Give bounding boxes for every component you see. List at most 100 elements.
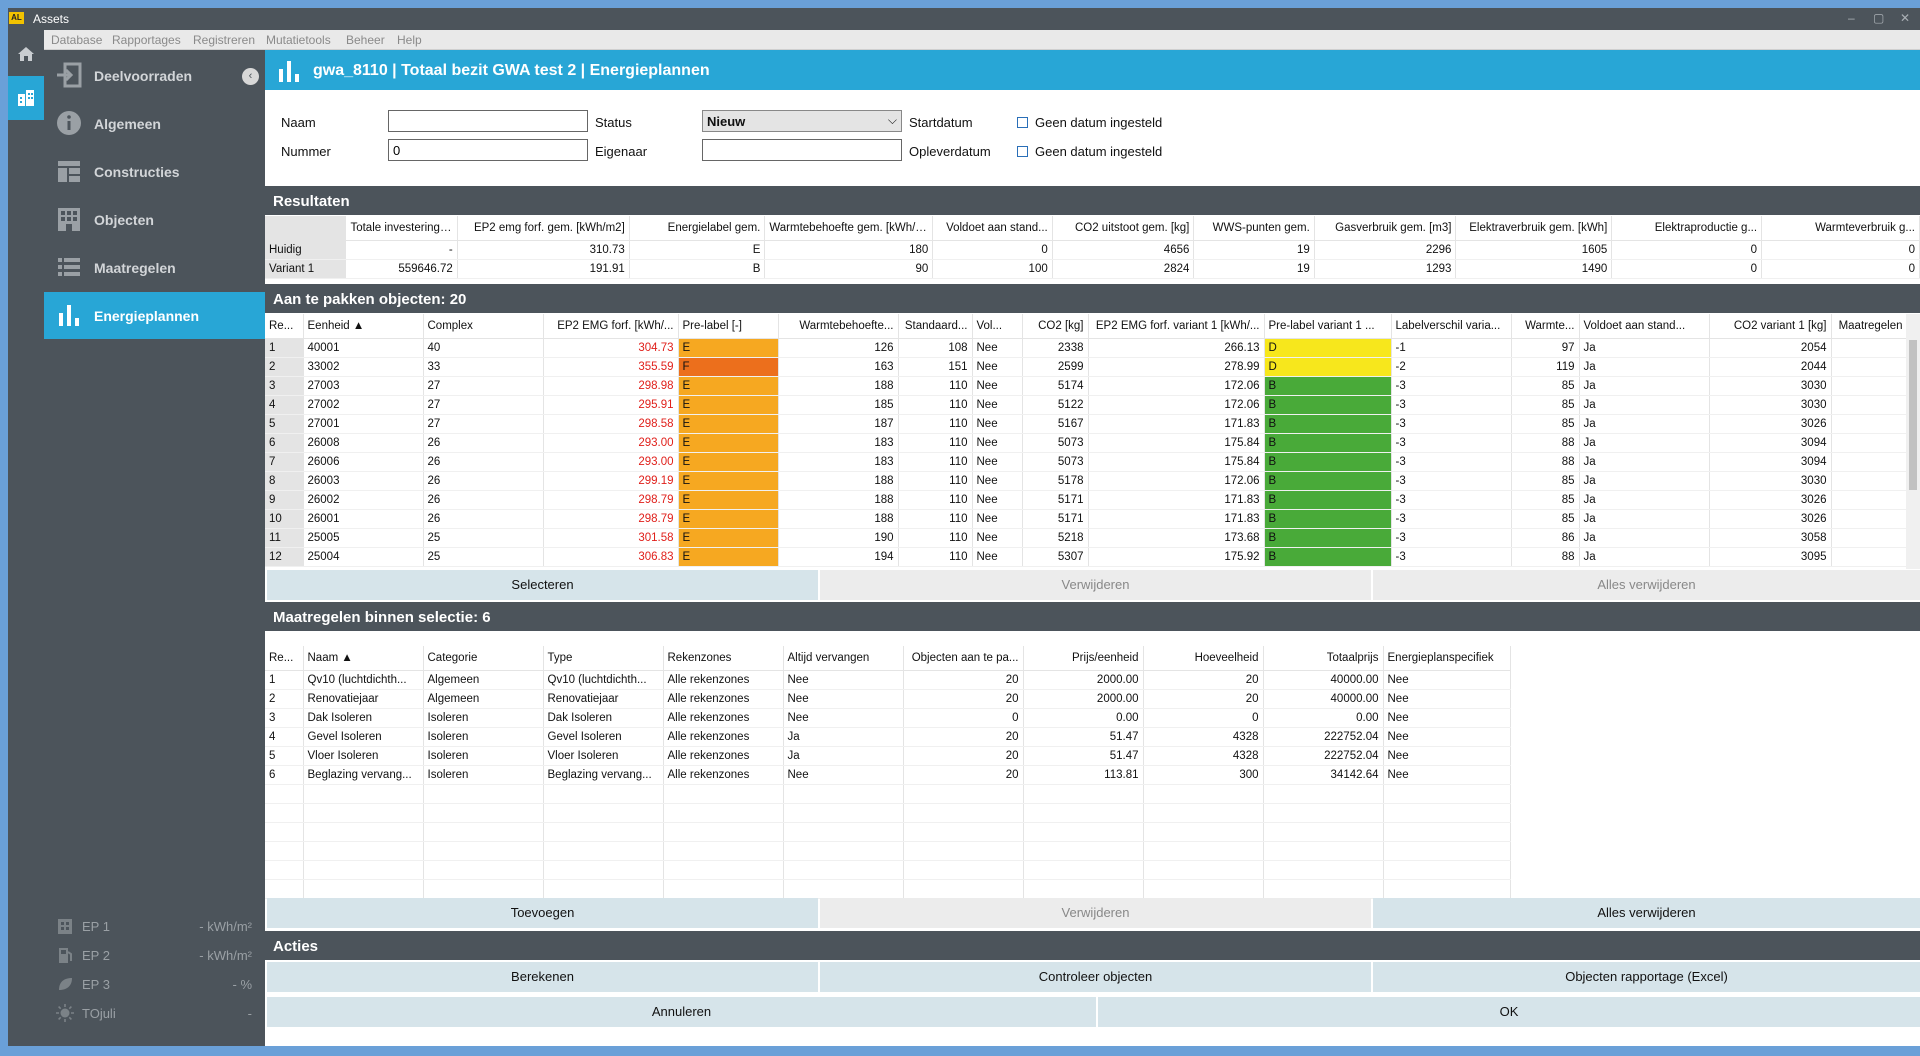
menu-registreren[interactable]: Registreren — [193, 33, 256, 47]
table-row[interactable]: 6 26008 26 293.00 E 183 110 Nee 5073 175.84 B -3 88 J… — [265, 433, 1906, 453]
column-header[interactable]: Energielabel gem. — [629, 216, 766, 241]
nav-algemeen[interactable]: Algemeen — [44, 100, 265, 147]
column-header[interactable]: CO2 uitstoot gem. [kg] — [1052, 216, 1195, 241]
menu-database[interactable]: Database — [51, 33, 103, 47]
nav-deelvoorraden[interactable]: Deelvoorraden ‹ — [44, 52, 265, 99]
table-row[interactable]: 5 27001 27 298.58 E 187 110 Nee 5167 171.83 B -3 85 J… — [265, 414, 1906, 434]
column-header[interactable]: Voldoet aan stand... — [1579, 314, 1710, 339]
table-row[interactable]: 1 40001 40 304.73 E 126 108 Nee 2338 266.13 D -1 97 J… — [265, 338, 1906, 358]
ok-button[interactable]: OK — [1098, 997, 1920, 1027]
column-header[interactable]: Categorie — [423, 646, 544, 671]
collapse-sidebar-button[interactable]: ‹ — [242, 68, 259, 85]
eigenaar-input[interactable] — [702, 139, 902, 161]
column-header[interactable]: Prijs/eenheid — [1023, 646, 1144, 671]
column-header[interactable]: Rekenzones — [663, 646, 784, 671]
close-button[interactable]: ✕ — [1900, 11, 1911, 25]
column-header[interactable]: EP2 EMG forf. [kWh/... — [543, 314, 679, 339]
column-header[interactable]: Maatregelen (aant... — [1831, 314, 1906, 339]
remove-measure-button[interactable]: Verwijderen — [820, 898, 1371, 928]
calculate-button[interactable]: Berekenen — [267, 962, 818, 992]
column-header[interactable]: CO2 variant 1 [kg] — [1709, 314, 1832, 339]
column-header[interactable]: Elektraverbruik gem. [kWh] — [1455, 216, 1613, 241]
column-header[interactable]: EP2 EMG forf. variant 1 [kWh/... — [1088, 314, 1265, 339]
table-cell: 298.98 — [543, 376, 679, 396]
table-row[interactable]: 7 26006 26 293.00 E 183 110 Nee 5073 175.84 B -3 88 J… — [265, 452, 1906, 472]
column-header[interactable]: WWS-punten gem. — [1193, 216, 1315, 241]
table-row[interactable]: 5 Vloer Isoleren Isoleren Vloer Isoleren All… — [265, 746, 1511, 766]
home-button[interactable] — [8, 32, 44, 76]
column-header[interactable]: Hoeveelheid — [1143, 646, 1264, 671]
column-header[interactable]: Pre-label [-] — [678, 314, 779, 339]
table-row[interactable]: 1 Qv10 (luchtdichth... Algemeen Qv10 (lucht… — [265, 670, 1511, 690]
remove-all-measures-button[interactable]: Alles verwijderen — [1373, 898, 1920, 928]
add-measure-button[interactable]: Toevoegen — [267, 898, 818, 928]
column-header[interactable]: Complex — [423, 314, 544, 339]
check-objects-button[interactable]: Controleer objecten — [820, 962, 1371, 992]
column-header[interactable]: Pre-label variant 1 ... — [1264, 314, 1392, 339]
column-header[interactable]: Naam ▲ — [303, 646, 424, 671]
column-header[interactable] — [265, 216, 347, 241]
maatregelen-table[interactable]: Re... Naam ▲ Categorie Type Rekenzones Altijd… — [265, 646, 1920, 922]
select-objects-button[interactable]: Selecteren — [267, 570, 818, 600]
column-header[interactable]: Vol... — [972, 314, 1023, 339]
table-row[interactable]: 4 27002 27 295.91 E 185 110 Nee 5122 172.06 B -3 85 J… — [265, 395, 1906, 415]
assets-button[interactable] — [8, 76, 44, 120]
cancel-button[interactable]: Annuleren — [267, 997, 1096, 1027]
table-row[interactable]: 2 Renovatiejaar Algemeen Renovatiejaar Alle … — [265, 689, 1511, 709]
table-row[interactable]: 4 Gevel Isoleren Isoleren Gevel Isoleren All… — [265, 727, 1511, 747]
table-row[interactable]: 9 26002 26 298.79 E 188 110 Nee 5171 171.83 B -3 85 J… — [265, 490, 1906, 510]
table-row[interactable]: 10 26001 26 298.79 E 188 110 Nee 5171 171.83 B -3 85… — [265, 509, 1906, 529]
nav-objecten[interactable]: Objecten — [44, 196, 265, 243]
column-header[interactable]: Gasverbruik gem. [m3] — [1314, 216, 1457, 241]
column-header[interactable]: Altijd vervangen — [783, 646, 904, 671]
column-header[interactable]: Warmte... — [1511, 314, 1580, 339]
nav-constructies[interactable]: Constructies — [44, 148, 265, 195]
energy-label-cell: B — [1264, 414, 1392, 434]
column-header[interactable]: Elektraproductie g... — [1611, 216, 1763, 241]
menu-beheer[interactable]: Beheer — [346, 33, 385, 47]
table-row[interactable]: 12 25004 25 306.83 E 194 110 Nee 5307 175.92 B -3 88… — [265, 547, 1906, 567]
column-header[interactable]: Totaalprijs — [1263, 646, 1384, 671]
table-row[interactable]: 3 27003 27 298.98 E 188 110 Nee 5174 172.06 B -3 85 J… — [265, 376, 1906, 396]
table-row[interactable]: 11 25005 25 301.58 E 190 110 Nee 5218 173.68 B -3 86… — [265, 528, 1906, 548]
menu-help[interactable]: Help — [397, 33, 422, 47]
column-header[interactable]: Warmteverbruik g... — [1761, 216, 1920, 241]
remove-objects-button[interactable]: Verwijderen — [820, 570, 1371, 600]
menu-rapportages[interactable]: Rapportages — [112, 33, 181, 47]
objecten-table[interactable]: Re... Eenheid ▲ Complex EP2 EMG forf. [kWh/… — [265, 314, 1906, 569]
column-header[interactable]: Re... — [265, 646, 304, 671]
table-cell: 26002 — [303, 490, 424, 510]
opleverdatum-checkbox[interactable] — [1017, 146, 1028, 157]
column-header[interactable]: Eenheid ▲ — [303, 314, 424, 339]
startdatum-checkbox[interactable] — [1017, 117, 1028, 128]
table-row[interactable]: 2 33002 33 355.59 F 163 151 Nee 2599 278.99 D -2 119… — [265, 357, 1906, 377]
column-header[interactable]: Labelverschil varia... — [1391, 314, 1512, 339]
status-select[interactable]: Nieuw ⌵ — [702, 110, 902, 132]
remove-all-objects-button[interactable]: Alles verwijderen — [1373, 570, 1920, 600]
objecten-scrollbar[interactable] — [1906, 314, 1920, 569]
column-header[interactable]: Warmtebehoefte gem. [kWh/m2] — [764, 216, 934, 241]
menu-mutatietools[interactable]: Mutatietools — [266, 33, 331, 47]
column-header[interactable]: Totale investering ▲ — [345, 216, 458, 241]
column-header[interactable]: Standaard... — [898, 314, 973, 339]
nav-energieplannen[interactable]: Energieplannen — [44, 292, 265, 339]
table-row[interactable]: 8 26003 26 299.19 E 188 110 Nee 5178 172.06 B -3 85 J… — [265, 471, 1906, 491]
column-header[interactable]: Type — [543, 646, 664, 671]
scrollbar-thumb[interactable] — [1909, 340, 1917, 490]
table-row[interactable]: 3 Dak Isoleren Isoleren Dak Isoleren Alle re… — [265, 708, 1511, 728]
minimize-button[interactable]: – — [1848, 11, 1855, 25]
nummer-input[interactable] — [388, 139, 588, 161]
objects-report-button[interactable]: Objecten rapportage (Excel) — [1373, 962, 1920, 992]
column-header[interactable]: CO2 [kg] — [1022, 314, 1089, 339]
column-header[interactable]: Objecten aan te pa... — [903, 646, 1024, 671]
maximize-button[interactable]: ▢ — [1873, 11, 1885, 25]
column-header[interactable]: Re... — [265, 314, 304, 339]
nav-maatregelen[interactable]: Maatregelen — [44, 244, 265, 291]
column-header[interactable]: Warmtebehoefte... — [778, 314, 899, 339]
column-header[interactable]: Energieplanspecifiek — [1383, 646, 1511, 671]
table-row[interactable]: 6 Beglazing vervang... Isoleren Beglazing v… — [265, 765, 1511, 785]
column-header[interactable]: EP2 emg forf. gem. [kWh/m2] — [457, 216, 630, 241]
table-cell: -3 — [1391, 452, 1512, 472]
naam-input[interactable] — [388, 110, 588, 132]
column-header[interactable]: Voldoet aan stand... — [932, 216, 1053, 241]
